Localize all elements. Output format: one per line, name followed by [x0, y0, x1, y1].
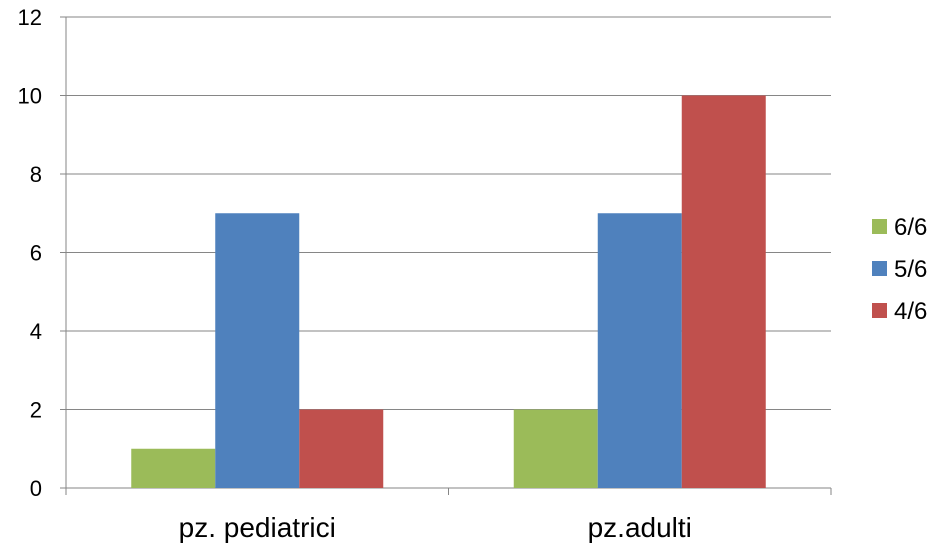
- bar-5-of-6-2: [597, 213, 682, 488]
- x-axis-ticks: pz. pediatrici pz.adulti: [179, 512, 692, 543]
- bars: [131, 95, 766, 488]
- legend-label: 5/6: [894, 256, 927, 283]
- legend-label: 6/6: [894, 214, 927, 241]
- bar-4-of-6-2: [681, 95, 766, 488]
- y-tick-label: 0: [30, 476, 42, 501]
- y-axis-ticks: 0 2 4 6 8 10 12: [18, 5, 42, 501]
- legend-label: 4/6: [894, 298, 927, 325]
- y-tick-label: 10: [18, 84, 42, 109]
- bar-6-of-6-1: [131, 448, 216, 488]
- y-tick-label: 12: [18, 5, 42, 30]
- bar-5-of-6-1: [215, 213, 300, 488]
- y-tick-label: 4: [30, 319, 42, 344]
- y-tick-label: 8: [30, 162, 42, 187]
- bar-6-of-6-2: [513, 409, 598, 488]
- bar-4-of-6-1: [299, 409, 384, 488]
- x-category-label: pz.adulti: [588, 512, 692, 543]
- legend: 6/6 5/6 4/6: [872, 214, 927, 325]
- y-tick-label: 6: [30, 241, 42, 266]
- legend-swatch: [872, 303, 887, 318]
- legend-swatch: [872, 219, 887, 234]
- y-tick-label: 2: [30, 398, 42, 423]
- legend-swatch: [872, 261, 887, 276]
- x-category-label: pz. pediatrici: [179, 512, 336, 543]
